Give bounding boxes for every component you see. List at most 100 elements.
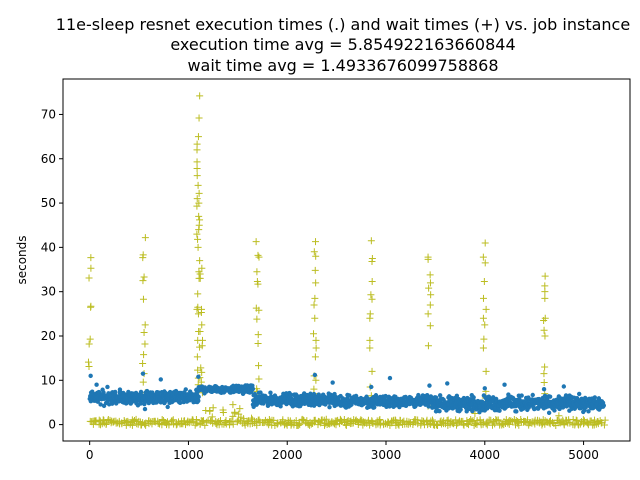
wait-time-marker bbox=[85, 274, 93, 282]
execution-time-point bbox=[250, 383, 255, 388]
wait-time-marker bbox=[196, 328, 204, 336]
execution-time-point bbox=[196, 394, 201, 400]
wait-time-marker bbox=[221, 418, 229, 426]
y-tick-label: 50 bbox=[41, 196, 56, 210]
wait-time-marker bbox=[195, 114, 203, 122]
wait-time-marker bbox=[367, 291, 375, 299]
wait-time-marker bbox=[255, 253, 263, 261]
wait-time-marker bbox=[139, 277, 147, 285]
wait-time-marker bbox=[449, 420, 457, 428]
wait-time-marker bbox=[206, 407, 214, 415]
wait-time-marker bbox=[311, 266, 319, 274]
wait-time-marker bbox=[480, 277, 488, 285]
wait-time-marker bbox=[193, 230, 201, 238]
wait-time-marker bbox=[193, 202, 201, 210]
execution-time-point bbox=[312, 372, 318, 378]
wait-time-marker bbox=[141, 321, 149, 329]
execution-time-point bbox=[576, 391, 582, 397]
wait-time-marker bbox=[139, 254, 147, 262]
wait-time-marker bbox=[424, 310, 432, 318]
wait-time-marker bbox=[140, 351, 148, 359]
x-axis: 0 1000 2000 3000 4000 5000 bbox=[86, 441, 599, 462]
execution-time-point bbox=[437, 408, 442, 414]
wait-time-marker bbox=[184, 417, 192, 425]
wait-time-marker bbox=[194, 181, 202, 189]
wait-time-marker bbox=[279, 416, 287, 424]
wait-time-marker bbox=[480, 335, 488, 343]
wait-time-marker bbox=[229, 401, 237, 409]
execution-time-point bbox=[427, 383, 432, 388]
wait-time-marker bbox=[193, 419, 201, 427]
wait-time-marker bbox=[140, 328, 148, 336]
execution-time-point bbox=[458, 407, 463, 412]
wait-time-marker bbox=[426, 322, 434, 330]
wait-time-marker bbox=[193, 158, 201, 166]
wait-time-marker bbox=[555, 412, 563, 420]
wait-time-marker bbox=[194, 133, 202, 141]
wait-time-marker bbox=[140, 273, 148, 281]
wait-time-marker bbox=[193, 195, 201, 203]
wait-time-marker bbox=[196, 274, 204, 282]
execution-time-point bbox=[196, 374, 201, 379]
execution-time-point bbox=[368, 384, 374, 390]
wait-time-marker bbox=[342, 421, 350, 429]
wait-time-marker bbox=[600, 421, 608, 429]
wait-time-marker bbox=[541, 332, 549, 340]
wait-time-marker bbox=[209, 404, 217, 412]
wait-time-marker bbox=[366, 314, 374, 322]
execution-time-point bbox=[268, 390, 273, 395]
wait-time-marker bbox=[254, 280, 262, 288]
wait-time-marker bbox=[311, 353, 319, 361]
wait-time-marker bbox=[311, 294, 319, 302]
plot-frame bbox=[62, 78, 631, 442]
wait-time-marker bbox=[198, 342, 206, 350]
wait-time-marker bbox=[195, 226, 203, 234]
wait-time-marker bbox=[540, 326, 548, 334]
wait-time-marker bbox=[192, 415, 200, 423]
wait-time-marker bbox=[342, 421, 350, 429]
wait-time-marker bbox=[236, 405, 244, 413]
wait-time-marker bbox=[195, 212, 203, 220]
wait-time-marker bbox=[368, 277, 376, 285]
execution-times-series bbox=[87, 371, 606, 416]
wait-time-marker bbox=[395, 421, 403, 429]
wait-time-marker bbox=[443, 417, 451, 425]
execution-time-point bbox=[541, 386, 547, 392]
execution-time-point bbox=[138, 401, 143, 406]
wait-time-marker bbox=[368, 295, 376, 303]
wait-time-marker bbox=[254, 331, 262, 339]
wait-time-marker bbox=[141, 234, 149, 242]
wait-time-marker bbox=[479, 314, 487, 322]
wait-time-marker bbox=[139, 378, 147, 386]
wait-time-marker bbox=[482, 305, 490, 313]
wait-time-marker bbox=[481, 239, 489, 247]
wait-time-marker bbox=[193, 146, 201, 154]
wait-time-marker bbox=[139, 359, 147, 367]
execution-time-point bbox=[387, 404, 392, 409]
execution-time-point bbox=[156, 390, 161, 395]
wait-time-marker bbox=[465, 421, 473, 429]
wait-time-marker bbox=[233, 418, 241, 426]
execution-time-point bbox=[372, 405, 377, 410]
execution-time-point bbox=[546, 410, 552, 416]
y-tick-label: 0 bbox=[48, 418, 56, 432]
wait-time-marker bbox=[141, 340, 149, 348]
execution-time-point bbox=[117, 387, 123, 392]
wait-time-marker bbox=[84, 358, 92, 366]
wait-time-marker bbox=[87, 303, 95, 311]
wait-time-marker bbox=[587, 417, 595, 425]
wait-time-marker bbox=[312, 279, 320, 287]
y-axis: 0 10 20 30 40 50 60 70 bbox=[41, 107, 63, 432]
wait-time-marker bbox=[195, 221, 203, 229]
x-tick-label: 2000 bbox=[272, 448, 303, 462]
wait-time-marker bbox=[198, 368, 206, 376]
wait-time-marker bbox=[240, 419, 248, 427]
wait-time-marker bbox=[367, 237, 375, 245]
wait-time-marker bbox=[368, 258, 376, 266]
wait-time-marker bbox=[332, 421, 340, 429]
wait-time-marker bbox=[540, 379, 548, 387]
wait-time-marker bbox=[222, 417, 230, 425]
wait-time-marker bbox=[312, 376, 320, 384]
execution-time-point bbox=[471, 395, 476, 400]
wait-time-marker bbox=[540, 316, 548, 324]
